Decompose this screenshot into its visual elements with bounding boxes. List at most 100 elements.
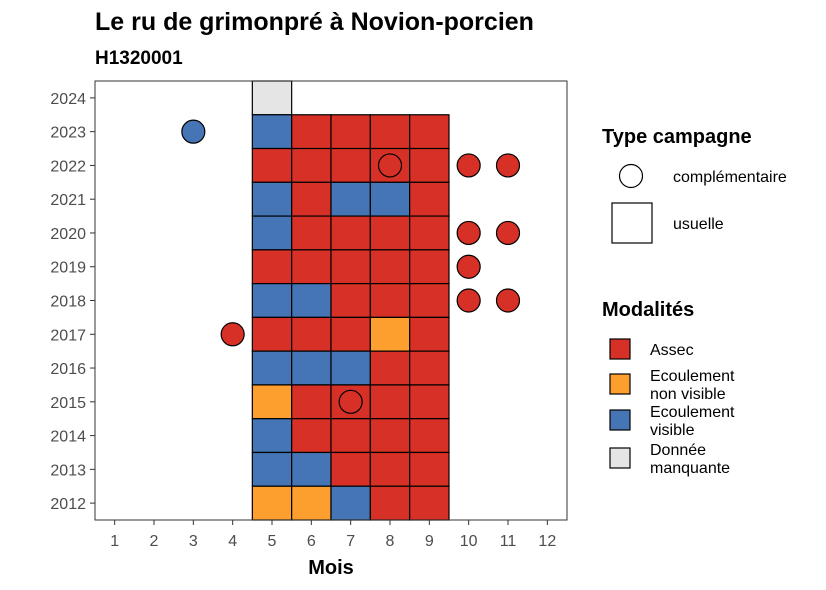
cell-2017-7 xyxy=(330,316,371,352)
y-tick-label: 2016 xyxy=(50,361,86,378)
y-tick-label: 2021 xyxy=(50,192,86,209)
x-axis: 1 2 3 4 5 6 7 8 9 10 11 12 xyxy=(110,520,556,550)
cell-2015-8 xyxy=(369,384,411,420)
y-tick-label: 2014 xyxy=(50,429,86,446)
x-tick-label: 1 xyxy=(110,533,119,550)
legend-label: Assec xyxy=(650,342,694,359)
y-tick-label: 2024 xyxy=(50,91,86,108)
y-tick-label: 2015 xyxy=(50,395,86,412)
legend-label: usuelle xyxy=(673,216,724,233)
legend-key-manquante xyxy=(609,447,631,469)
x-tick-label: 2 xyxy=(150,533,159,550)
point-2018-10 xyxy=(456,288,481,313)
x-tick-label: 11 xyxy=(500,533,517,550)
y-tick-label: 2023 xyxy=(50,125,86,142)
cell-2021-9 xyxy=(409,181,450,217)
cell-2012-5 xyxy=(251,485,293,521)
point-2022-10 xyxy=(456,153,481,178)
point-2017-4 xyxy=(220,322,245,347)
cell-2019-9 xyxy=(409,249,450,285)
cell-2016-6 xyxy=(291,350,332,386)
cell-2017-8 xyxy=(369,316,411,352)
cell-2020-8 xyxy=(369,215,411,251)
point-2015-7 xyxy=(338,389,363,414)
point-2022-8 xyxy=(377,153,403,178)
cell-2015-9 xyxy=(409,384,450,420)
legend-label: Donnée xyxy=(650,442,706,459)
cell-2023-7 xyxy=(330,114,371,150)
cell-2017-5 xyxy=(251,316,293,352)
cell-2014-5 xyxy=(251,418,293,454)
y-tick-label: 2012 xyxy=(50,496,86,513)
cell-2013-9 xyxy=(409,451,450,487)
point-2018-11 xyxy=(495,288,521,313)
cell-2014-8 xyxy=(369,418,411,454)
cell-2023-8 xyxy=(369,114,411,150)
y-tick-label: 2018 xyxy=(50,294,86,311)
cell-2020-9 xyxy=(409,215,450,251)
cell-2017-9 xyxy=(409,316,450,352)
y-axis: 2012 2013 2014 2015 2016 2017 2018 2019 2020 2021… xyxy=(50,91,95,513)
cell-2014-6 xyxy=(291,418,332,454)
legend-label: non visible xyxy=(650,386,726,403)
cell-2016-5 xyxy=(251,350,293,386)
cell-2014-9 xyxy=(409,418,450,454)
cell-2013-5 xyxy=(251,451,293,487)
cell-2021-8 xyxy=(369,181,411,217)
cell-2017-6 xyxy=(291,316,332,352)
cell-2015-5 xyxy=(251,384,293,420)
cell-2022-6 xyxy=(291,147,332,183)
chart-subtitle: H1320001 xyxy=(95,48,183,69)
cell-2022-9 xyxy=(409,147,450,183)
cell-2019-7 xyxy=(330,249,371,285)
x-tick-label: 4 xyxy=(228,533,237,550)
x-tick-label: 5 xyxy=(268,533,277,550)
y-tick-label: 2020 xyxy=(50,226,86,243)
legend-key-visible xyxy=(609,409,631,431)
legend-key-assec xyxy=(609,338,631,360)
cell-2015-6 xyxy=(291,384,332,420)
cell-2016-9 xyxy=(409,350,450,386)
cell-2016-7 xyxy=(330,350,371,386)
cell-2024-5 xyxy=(251,80,293,116)
legend-key-circle xyxy=(618,163,644,189)
cell-2020-7 xyxy=(330,215,371,251)
x-tick-label: 6 xyxy=(307,533,316,550)
cell-2013-7 xyxy=(330,451,371,487)
legend-label: complémentaire xyxy=(673,169,787,186)
y-tick-label: 2017 xyxy=(50,327,86,344)
x-tick-label: 8 xyxy=(386,533,395,550)
cell-2018-9 xyxy=(409,283,450,318)
legend-key-square xyxy=(611,202,653,244)
x-tick-label: 7 xyxy=(346,533,355,550)
cell-2013-8 xyxy=(369,451,411,487)
cell-2018-8 xyxy=(369,283,411,318)
cell-2020-6 xyxy=(291,215,332,251)
cell-2018-7 xyxy=(330,283,371,318)
cell-2012-8 xyxy=(369,485,411,521)
legend-label: Ecoulement xyxy=(650,368,735,385)
cell-2014-7 xyxy=(330,418,371,454)
usuelle-cells xyxy=(251,80,450,521)
chart-title: Le ru de grimonpré à Novion-porcien xyxy=(95,8,534,36)
x-tick-label: 9 xyxy=(425,533,434,550)
cell-2023-9 xyxy=(409,114,450,150)
cell-2019-6 xyxy=(291,249,332,285)
legend-type-campagne: Type campagne complémentaire usuelle xyxy=(602,126,787,244)
cell-2023-5 xyxy=(251,114,293,150)
point-2020-10 xyxy=(456,220,481,246)
point-2023-3 xyxy=(181,119,206,144)
cell-2021-6 xyxy=(291,181,332,217)
complementaire-points xyxy=(181,119,521,414)
x-tick-label: 10 xyxy=(460,533,478,550)
cell-2019-5 xyxy=(251,249,293,285)
cell-2020-5 xyxy=(251,215,293,251)
cell-2022-7 xyxy=(330,147,371,183)
cell-2023-6 xyxy=(291,114,332,150)
x-axis-title: Mois xyxy=(308,557,354,579)
y-tick-label: 2019 xyxy=(50,260,86,277)
cell-2012-7 xyxy=(330,485,371,521)
legend-label: Ecoulement xyxy=(650,404,735,421)
